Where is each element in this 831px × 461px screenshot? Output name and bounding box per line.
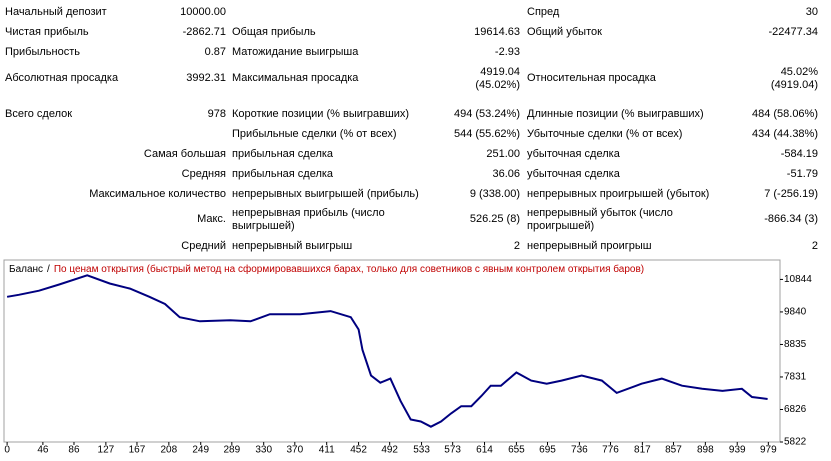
- report-cell: 434 (44.38%): [752, 128, 818, 140]
- report-cell: убыточная сделка: [527, 148, 621, 160]
- report-cell: 3992.31: [186, 72, 226, 84]
- report-cell: -2862.71: [183, 26, 226, 38]
- x-tick-label: 330: [255, 445, 272, 456]
- report-cell: 36.06: [492, 168, 520, 180]
- report-cell: 526.25 (8): [470, 213, 520, 225]
- report-cell: Матожидание выигрыша: [232, 46, 359, 58]
- report-cell: (4919.04): [771, 79, 818, 91]
- report-cell: выигрышей): [232, 220, 295, 232]
- x-tick-label: 939: [729, 445, 746, 456]
- report-cell: 0.87: [205, 46, 226, 58]
- report-cell: Средний: [181, 240, 226, 252]
- x-tick-label: 370: [286, 445, 303, 456]
- x-tick-label: 736: [571, 445, 588, 456]
- x-tick-label: 208: [160, 445, 177, 456]
- x-tick-label: 655: [508, 445, 525, 456]
- report-cell: -2.93: [495, 46, 520, 58]
- report-cell: прибыльная сделка: [232, 168, 334, 180]
- report-cell: Прибыльные сделки (% от всех): [232, 128, 397, 140]
- x-tick-label: 857: [665, 445, 682, 456]
- report-cell: Короткие позиции (% выигравших): [232, 108, 409, 120]
- x-tick-label: 86: [68, 445, 80, 456]
- report-cell: 30: [806, 6, 818, 18]
- report-cell: Длинные позиции (% выигравших): [527, 108, 704, 120]
- chart-subtitle: По ценам открытия (быстрый метод на сфор…: [54, 263, 644, 275]
- y-tick-label: 10844: [784, 274, 812, 285]
- report-cell: непрерывных проигрышей (убыток): [527, 188, 709, 200]
- report-cell: -51.79: [787, 168, 818, 180]
- x-tick-label: 614: [476, 445, 493, 456]
- report-cell: непрерывная прибыль (число: [232, 207, 385, 219]
- report-cell: Максимальная просадка: [232, 72, 359, 84]
- x-tick-label: 411: [319, 445, 335, 456]
- x-tick-label: 979: [760, 445, 777, 456]
- report-cell: непрерывных выигрышей (прибыль): [232, 188, 419, 200]
- report-cell: непрерывный выигрыш: [232, 240, 352, 252]
- x-tick-label: 249: [192, 445, 209, 456]
- report-cell: 2: [514, 240, 520, 252]
- report-cell: 2: [812, 240, 818, 252]
- x-tick-label: 0: [4, 445, 10, 456]
- chart-header: Баланс / По ценам открытия (быстрый метод …: [9, 263, 644, 275]
- report-cell: (45.02%): [475, 79, 520, 91]
- x-tick-label: 573: [444, 445, 461, 456]
- report-cell: Чистая прибыль: [5, 26, 89, 38]
- report-cell: 7 (-256.19): [764, 188, 818, 200]
- report-cell: Общий убыток: [527, 26, 602, 38]
- y-tick-label: 5822: [784, 437, 807, 448]
- report-cell: непрерывный убыток (число: [527, 207, 673, 219]
- report-cell: Относительная просадка: [527, 72, 657, 84]
- report-cell: 19614.63: [474, 26, 520, 38]
- report-cell: Макс.: [197, 213, 226, 225]
- x-tick-label: 127: [98, 445, 115, 456]
- report-cell: 494 (53.24%): [454, 108, 520, 120]
- y-tick-label: 7831: [784, 372, 807, 383]
- balance-line: [6, 274, 768, 428]
- x-tick-label: 898: [697, 445, 714, 456]
- report-cell: 10000.00: [180, 6, 226, 18]
- x-tick-label: 289: [223, 445, 240, 456]
- report-cell: -584.19: [781, 148, 818, 160]
- report-cell: -866.34 (3): [764, 213, 818, 225]
- y-tick-label: 6826: [784, 404, 807, 415]
- report-cell: 484 (58.06%): [752, 108, 818, 120]
- report-cell: -22477.34: [768, 26, 818, 38]
- report-cell: непрерывный проигрыш: [527, 240, 652, 252]
- report-cell: 544 (55.62%): [454, 128, 520, 140]
- report-cell: Убыточные сделки (% от всех): [527, 128, 682, 140]
- report-cell: прибыльная сделка: [232, 148, 334, 160]
- report-cell: 9 (338.00): [470, 188, 520, 200]
- report-cell: проигрышей): [527, 220, 594, 232]
- report-cell: Средняя: [182, 168, 226, 180]
- report-cell: Максимальное количество: [89, 188, 226, 200]
- legend-entry: Баланс: [9, 264, 43, 275]
- y-tick-label: 9840: [784, 307, 807, 318]
- x-tick-label: 492: [381, 445, 398, 456]
- x-tick-label: 817: [634, 445, 651, 456]
- x-tick-label: 776: [602, 445, 619, 456]
- report-cell: Общая прибыль: [232, 26, 316, 38]
- x-tick-label: 695: [539, 445, 556, 456]
- chart-frame: [3, 259, 781, 443]
- report-cell: 251.00: [486, 148, 520, 160]
- separator: /: [47, 264, 50, 275]
- report-cell: 4919.04: [480, 66, 520, 78]
- report-cell: 45.02%: [781, 66, 819, 78]
- y-tick-label: 8835: [784, 339, 807, 350]
- report-cell: Прибыльность: [5, 46, 80, 58]
- report-cell: Абсолютная просадка: [5, 72, 119, 84]
- x-tick-label: 46: [37, 445, 49, 456]
- x-tick-label: 167: [129, 445, 146, 456]
- report-cell: Самая большая: [144, 148, 226, 160]
- report-cell: 978: [208, 108, 226, 120]
- report-cell: Начальный депозит: [5, 6, 107, 18]
- report-cell: Спред: [527, 6, 560, 18]
- report-cell: убыточная сделка: [527, 168, 621, 180]
- x-tick-label: 533: [413, 445, 430, 456]
- report-cell: Всего сделок: [5, 108, 72, 120]
- x-tick-label: 452: [350, 445, 367, 456]
